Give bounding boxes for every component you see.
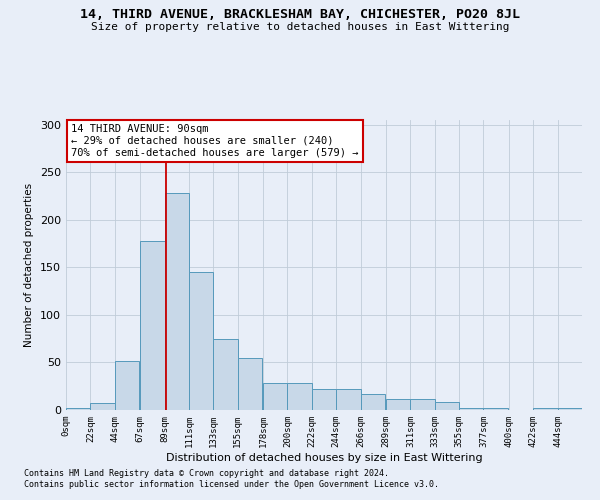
Bar [238,358,262,410]
Bar [533,408,557,410]
Bar [66,408,91,410]
Bar [557,408,582,410]
Bar [312,389,336,410]
Text: 14 THIRD AVENUE: 90sqm
← 29% of detached houses are smaller (240)
70% of semi-de: 14 THIRD AVENUE: 90sqm ← 29% of detached… [71,124,359,158]
Y-axis label: Number of detached properties: Number of detached properties [25,183,34,347]
Bar [91,404,115,410]
Text: Contains HM Land Registry data © Crown copyright and database right 2024.: Contains HM Land Registry data © Crown c… [24,468,389,477]
Bar [263,384,287,410]
Bar [164,193,189,410]
Bar [410,398,435,410]
Text: Size of property relative to detached houses in East Wittering: Size of property relative to detached ho… [91,22,509,32]
Bar [386,398,410,410]
X-axis label: Distribution of detached houses by size in East Wittering: Distribution of detached houses by size … [166,452,482,462]
Bar [435,402,459,410]
Bar [484,408,508,410]
Text: Contains public sector information licensed under the Open Government Licence v3: Contains public sector information licen… [24,480,439,489]
Bar [140,241,164,410]
Bar [459,408,484,410]
Bar [287,384,312,410]
Bar [336,389,361,410]
Text: 14, THIRD AVENUE, BRACKLESHAM BAY, CHICHESTER, PO20 8JL: 14, THIRD AVENUE, BRACKLESHAM BAY, CHICH… [80,8,520,20]
Bar [189,272,213,410]
Bar [213,338,238,410]
Bar [361,394,385,410]
Bar [115,360,139,410]
